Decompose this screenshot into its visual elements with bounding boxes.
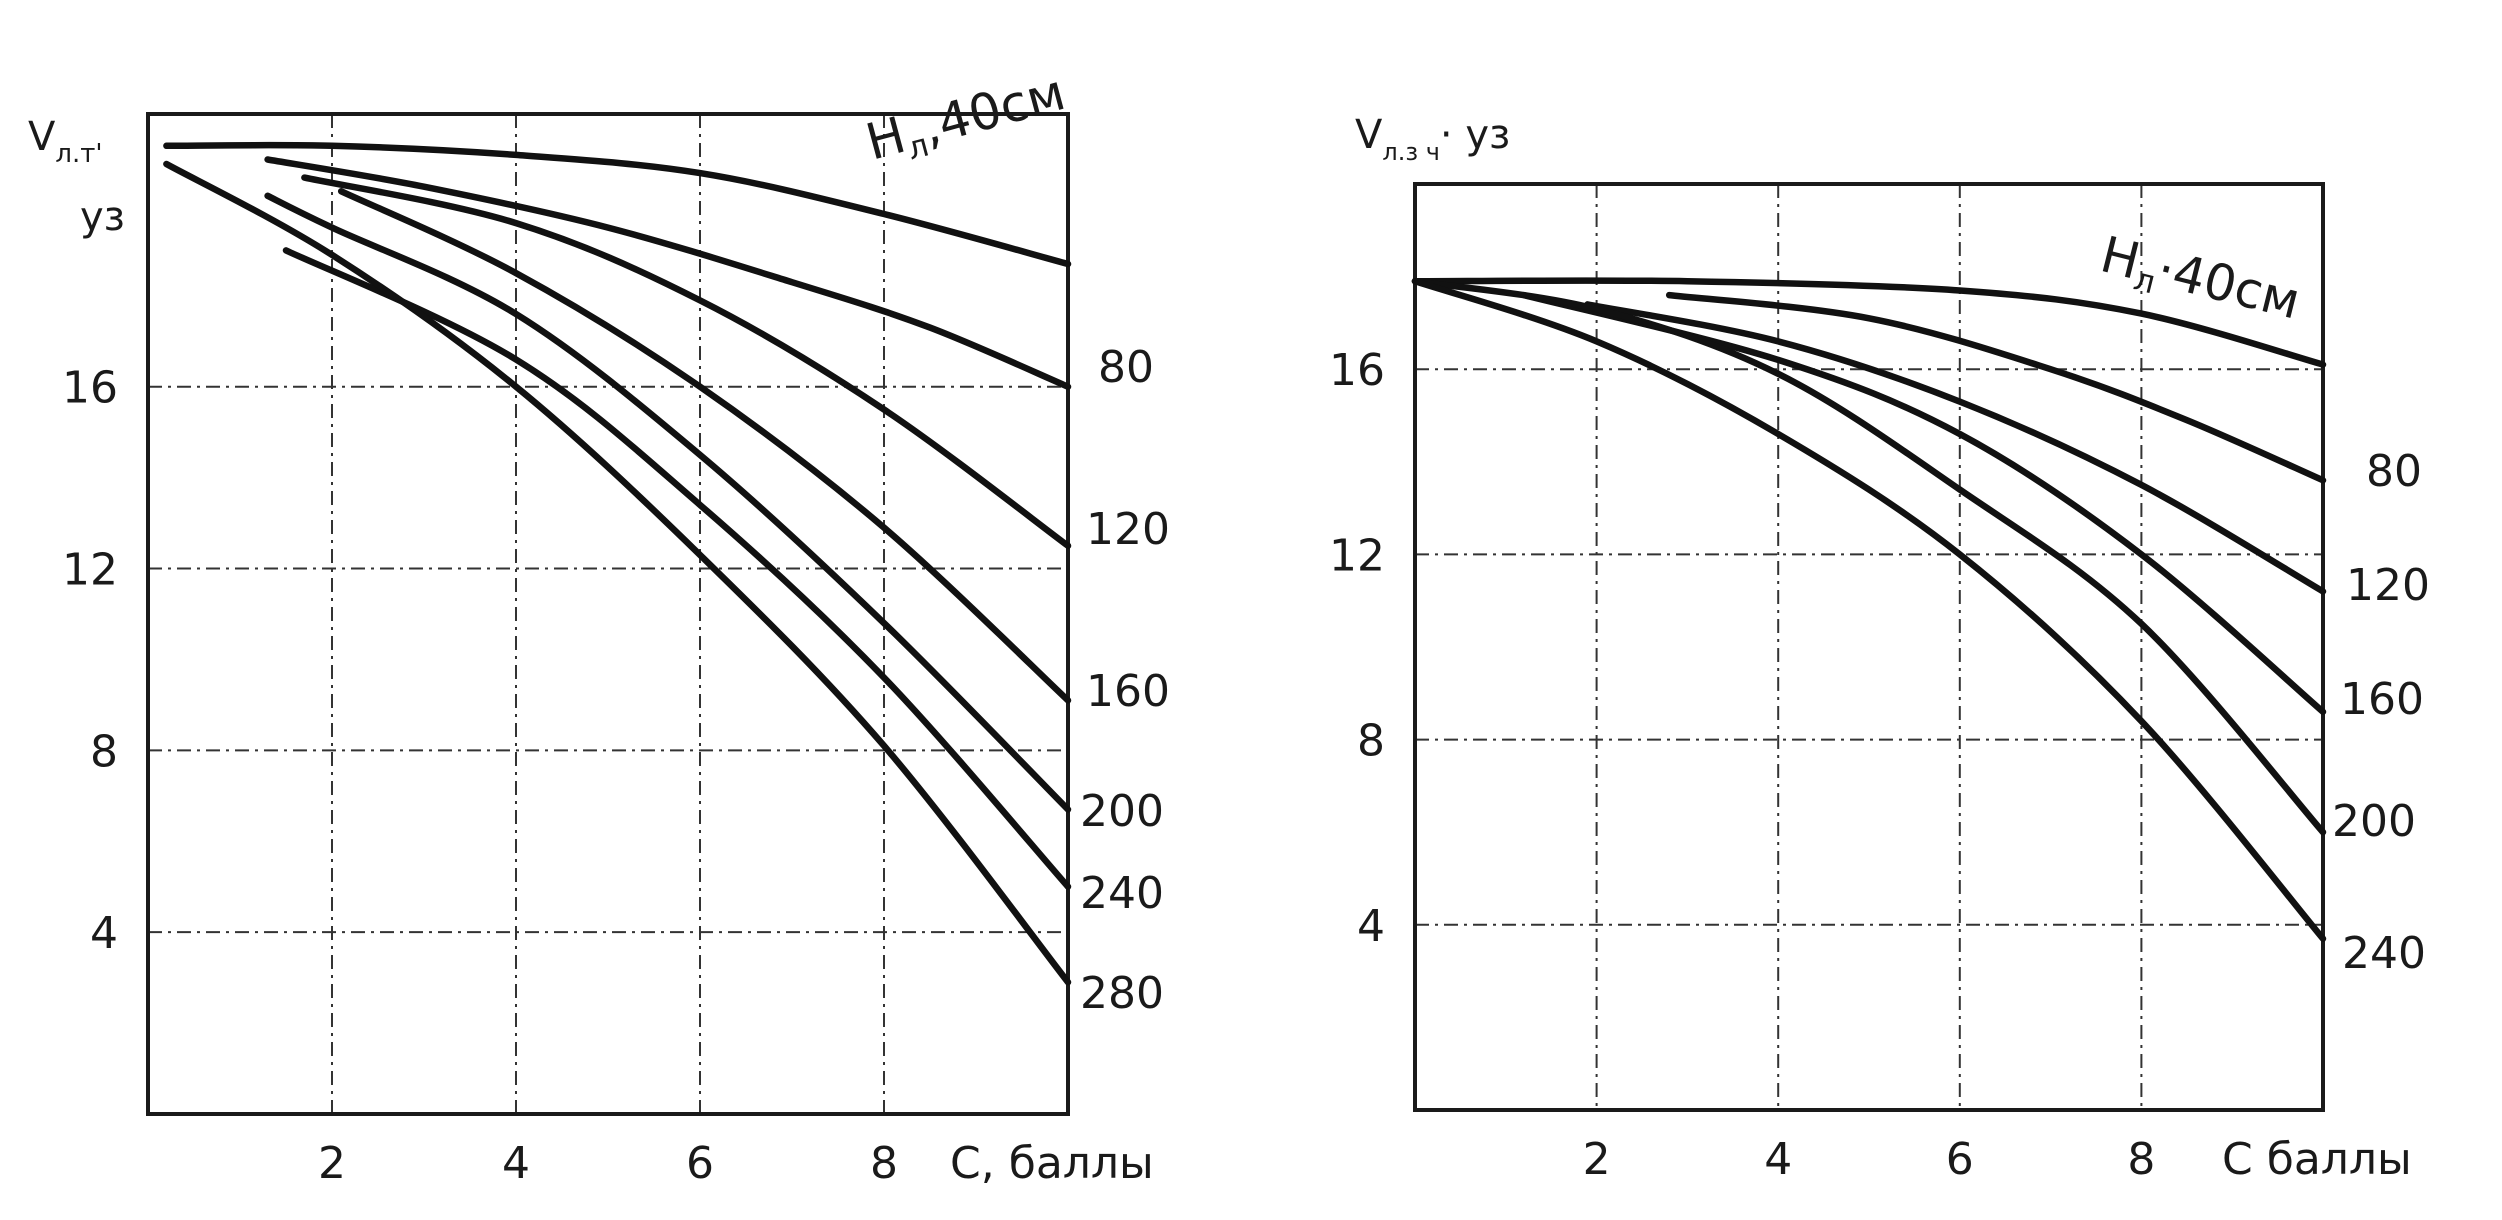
right-y-ticks: 4 8 12 16 — [1329, 345, 1385, 952]
right-curves — [1411, 277, 2327, 942]
left-y-axis-unit: уз — [80, 194, 125, 240]
series-line-120 — [1584, 301, 2327, 595]
left-grid — [148, 114, 1068, 1114]
chart-right: 2 4 6 8 4 8 12 16 Hл·40см 80 120 160 200 240 Vл.з ч… — [1329, 112, 2430, 1185]
right-y-axis-label: Vл.з ч· уз — [1355, 112, 1510, 166]
x-tick-label: 8 — [870, 1138, 898, 1189]
series-line-80 — [264, 156, 1072, 390]
series-line-200 — [1411, 277, 2327, 836]
series-label-120: 120 — [1086, 504, 1170, 555]
chart-left: 2 4 6 8 4 8 12 16 Hл,40см 80 120 160 200 240 280 Vл.… — [28, 63, 1170, 1189]
left-y-ticks: 4 8 12 16 — [62, 363, 118, 959]
series-label-120: 120 — [2346, 560, 2430, 611]
series-line-H40 — [163, 141, 1072, 268]
x-tick-label: 4 — [1764, 1134, 1792, 1185]
left-x-ticks: 2 4 6 8 — [318, 1138, 898, 1189]
y-tick-label: 4 — [90, 908, 118, 959]
y-tick-label: 12 — [62, 545, 118, 596]
series-label-0: Hл,40см — [860, 63, 1072, 177]
series-line-280 — [163, 160, 1072, 986]
series-label-200: 200 — [2332, 796, 2416, 847]
y-tick-label: 12 — [1329, 530, 1385, 581]
left-plot-frame — [146, 112, 1070, 1116]
right-x-ticks: 2 4 6 8 — [1583, 1134, 2156, 1185]
series-label-rest: ·40см — [2151, 239, 2305, 330]
y-tick-label: 16 — [62, 363, 118, 414]
series-label-240: 240 — [2342, 928, 2426, 979]
series-line-80 — [1665, 291, 2327, 484]
y-tick-label: 8 — [90, 726, 118, 777]
series-line-120 — [301, 174, 1072, 550]
right-x-axis-label: C баллы — [2222, 1134, 2412, 1185]
series-label-80: 80 — [1098, 342, 1154, 393]
right-y-label-sub: л.з ч — [1382, 138, 1440, 166]
left-y-axis-label: Vл.т' — [28, 114, 103, 169]
series-label-160: 160 — [2340, 674, 2424, 725]
series-label-240: 240 — [1080, 868, 1164, 919]
series-line-240 — [282, 247, 1072, 890]
left-curves — [163, 141, 1072, 986]
x-tick-label: 4 — [502, 1138, 530, 1189]
x-tick-label: 6 — [1946, 1134, 1974, 1185]
series-line-H40 — [1411, 277, 2327, 368]
series-label-200: 200 — [1080, 786, 1164, 837]
x-tick-label: 2 — [318, 1138, 346, 1189]
right-plot-frame — [1413, 182, 2325, 1112]
y-tick-label: 16 — [1329, 345, 1385, 396]
x-tick-label: 2 — [1583, 1134, 1611, 1185]
y-tick-label: 4 — [1357, 901, 1385, 952]
series-label-280: 280 — [1080, 968, 1164, 1019]
left-x-axis-label: C, баллы — [950, 1138, 1154, 1189]
y-tick-label: 8 — [1357, 716, 1385, 767]
series-line-160 — [1520, 291, 2327, 716]
left-y-label-sub: л.т' — [55, 139, 102, 169]
x-tick-label: 8 — [2127, 1134, 2155, 1185]
left-curve-labels: Hл,40см 80 120 160 200 240 280 — [860, 63, 1170, 1019]
x-tick-label: 6 — [686, 1138, 714, 1189]
right-y-label-main: V — [1355, 112, 1383, 158]
series-label-160: 160 — [1086, 666, 1170, 717]
series-line-200 — [264, 192, 1072, 813]
series-line-160 — [337, 188, 1072, 704]
series-label-0: Hл·40см — [2094, 225, 2306, 336]
right-y-label-unit: · уз — [1440, 112, 1510, 158]
left-y-label-main: V — [28, 114, 56, 160]
series-label-rest: ,40см — [916, 63, 1071, 156]
series-line-240 — [1411, 277, 2327, 942]
series-label-80: 80 — [2366, 446, 2422, 497]
